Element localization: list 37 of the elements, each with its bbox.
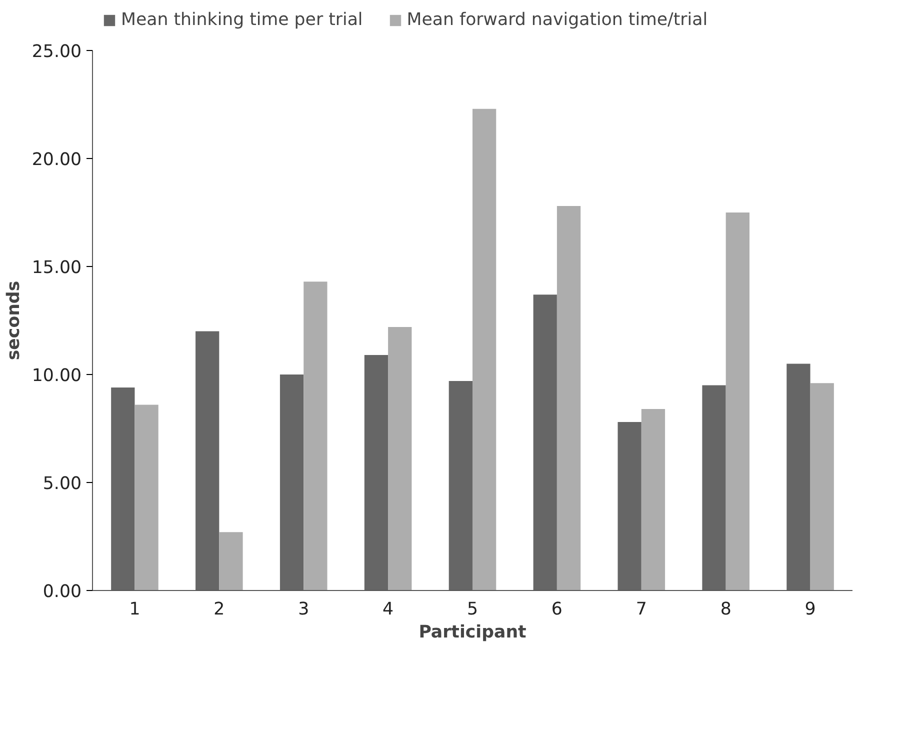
bar [388, 326, 412, 590]
x-tick-label: 2 [214, 600, 225, 620]
y-tick-label: 5.00 [42, 474, 82, 494]
bar [196, 331, 220, 590]
x-tick-label: 3 [298, 600, 310, 620]
bar [111, 387, 135, 590]
legend-label: Mean thinking time per trial [121, 10, 363, 30]
bar [556, 206, 581, 590]
bar [364, 355, 388, 590]
y-tick-label: 15.00 [32, 258, 82, 278]
bar [134, 404, 158, 590]
x-tick-label: 4 [382, 600, 394, 620]
x-tick-label: 7 [636, 600, 647, 620]
bar [304, 282, 328, 590]
bar [448, 380, 472, 590]
x-tick-label: 1 [129, 600, 140, 620]
legend-label: Mean forward navigation time/trial [406, 10, 708, 30]
bar [472, 108, 496, 590]
bar [219, 532, 243, 590]
x-tick-label: 8 [720, 600, 732, 620]
bar [641, 409, 666, 590]
bar [702, 385, 726, 590]
bar [810, 383, 834, 590]
bar [726, 212, 750, 590]
y-tick-label: 10.00 [32, 366, 82, 386]
x-tick-label: 9 [804, 600, 816, 620]
y-tick-label: 20.00 [32, 150, 82, 170]
bar [280, 374, 304, 590]
bar [786, 364, 810, 590]
y-tick-label: 25.00 [32, 42, 82, 62]
bar [533, 294, 557, 590]
y-tick-label: 0.00 [42, 582, 82, 602]
x-axis-title: Participant [418, 622, 526, 642]
bar [618, 422, 642, 590]
x-tick-label: 6 [551, 600, 562, 620]
y-axis-title: seconds [4, 280, 24, 360]
x-tick-label: 5 [466, 600, 478, 620]
